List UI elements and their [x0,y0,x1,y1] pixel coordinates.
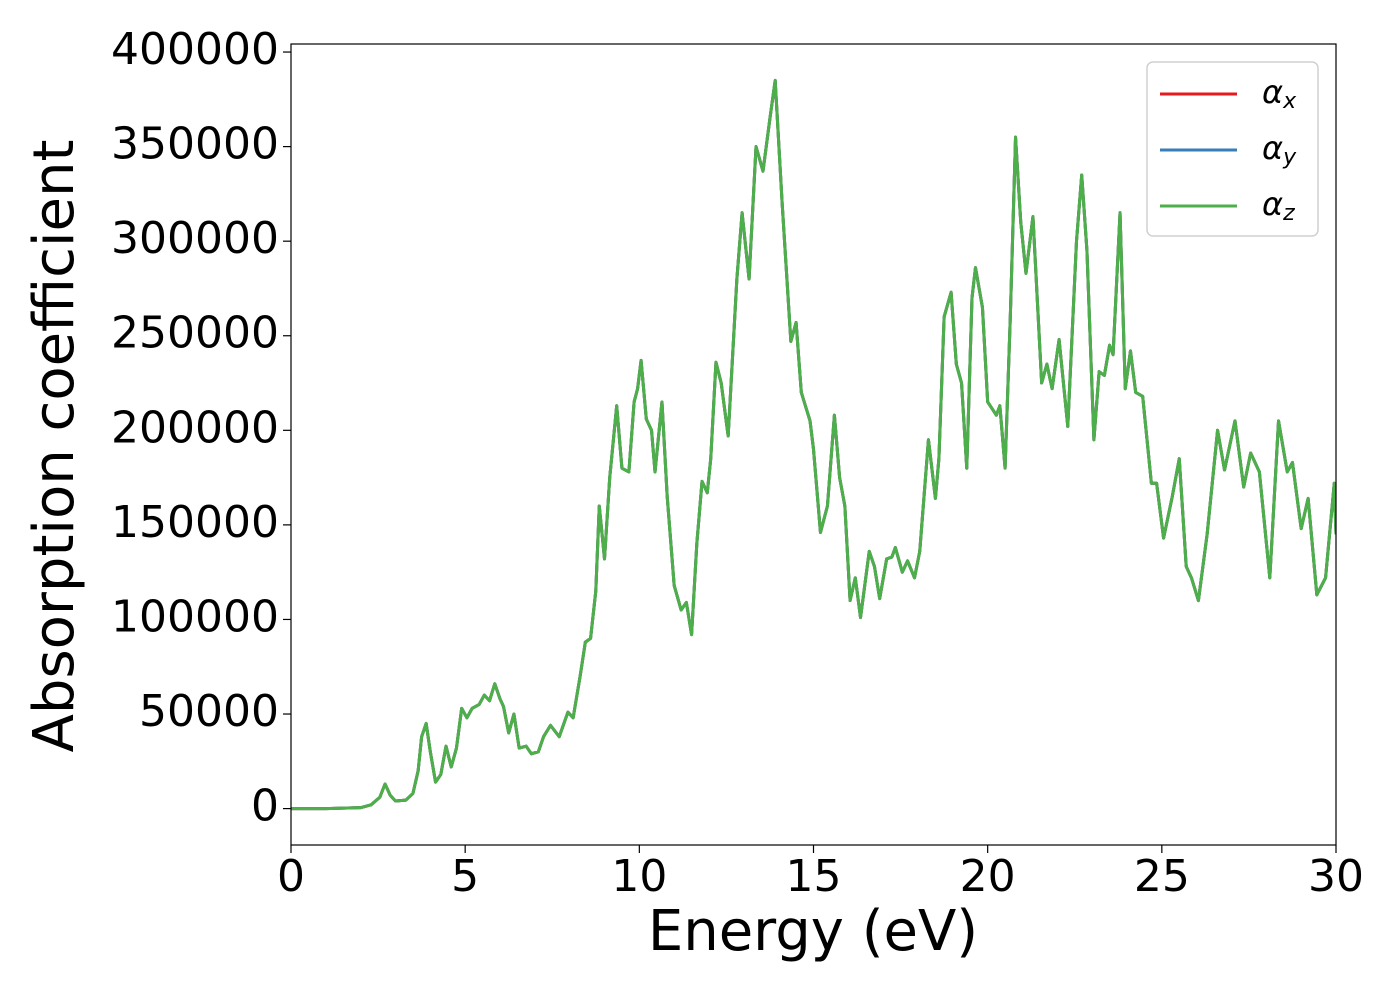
legend-label: αz [1262,185,1295,226]
plot-frame [290,43,1337,846]
x-tick-label: 15 [786,851,842,902]
y-tick-label: 250000 [111,308,279,359]
x-tick-label: 10 [611,851,667,902]
x-tick-label: 25 [1134,851,1190,902]
y-tick-label: 100000 [111,591,279,642]
x-tick-label: 5 [451,851,479,902]
y-tick-label: 300000 [111,213,279,264]
y-tick-label: 400000 [111,24,279,75]
x-tick-label: 20 [960,851,1016,902]
x-axis-label: Energy (eV) [648,899,978,964]
y-tick-label: 150000 [111,497,279,548]
y-tick-label: 200000 [111,402,279,453]
series-line [291,78,1336,811]
legend-label: αx [1262,73,1297,114]
y-tick-label: 50000 [139,686,279,737]
y-tick-label: 350000 [111,119,279,170]
x-tick-label: 0 [277,851,305,902]
legend-label: αy [1262,129,1297,170]
y-axis-label: Absorption coefficient [22,140,87,753]
x-tick-label: 30 [1308,851,1364,902]
y-tick-label: 0 [251,781,279,832]
